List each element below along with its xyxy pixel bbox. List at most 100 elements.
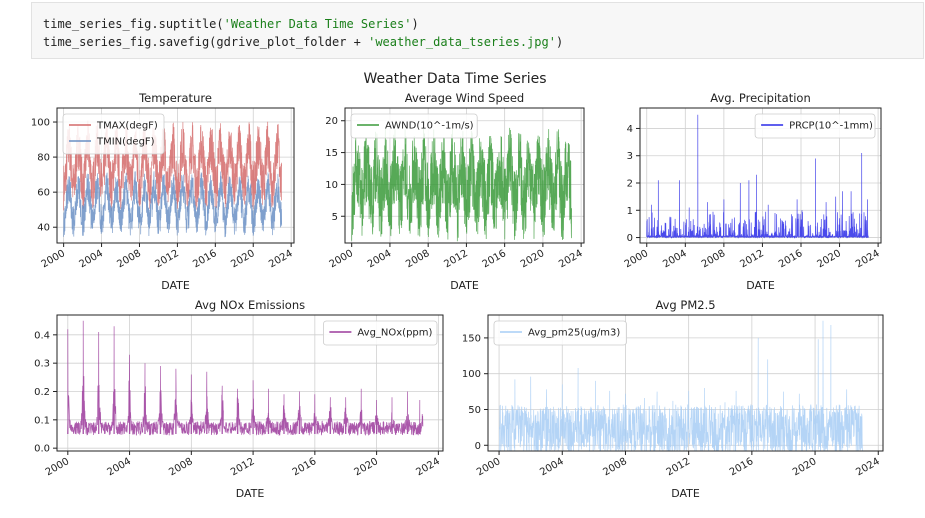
x-tick-label: 2008 — [404, 248, 432, 270]
y-tick-label: 20 — [325, 116, 338, 127]
y-tick-label: 100 — [31, 118, 50, 129]
x-tick-label: 2008 — [167, 456, 195, 478]
y-tick-label: 100 — [462, 369, 481, 380]
legend-label: TMIN(degF) — [96, 137, 155, 148]
y-tick-label: 4 — [627, 124, 633, 135]
chart-3: 2000 2004 2008 2012 2016 2020 2024 0.0 0.1 0.2 0.3… — [34, 298, 444, 500]
x-tick-label: 2004 — [106, 456, 134, 478]
legend-label: Avg_NOx(ppm) — [357, 328, 432, 339]
x-tick-label: 2000 — [328, 248, 356, 270]
y-tick-label: 0.3 — [34, 359, 50, 370]
x-tick-label: 2016 — [481, 248, 509, 270]
x-tick-label: 2020 — [791, 456, 819, 478]
code-cell[interactable]: time_series_fig.suptitle('Weather Data T… — [31, 2, 924, 59]
chart-title: Temperature — [138, 91, 212, 105]
x-axis-label: DATE — [746, 279, 775, 292]
y-tick-label: 15 — [325, 148, 338, 159]
x-axis-label: DATE — [161, 279, 190, 292]
y-tick-label: 5 — [332, 212, 338, 223]
y-tick-label: 0.1 — [34, 415, 50, 426]
x-tick-label: 2012 — [229, 456, 257, 478]
x-axis-label: DATE — [450, 279, 479, 292]
x-tick-label: 2008 — [601, 456, 629, 478]
x-axis-label: DATE — [236, 487, 265, 500]
x-tick-label: 2012 — [665, 456, 693, 478]
y-tick-label: 80 — [37, 153, 50, 164]
x-tick-label: 2020 — [816, 248, 844, 270]
x-tick-label: 2004 — [661, 248, 689, 270]
y-tick-label: 2 — [627, 179, 633, 190]
x-tick-label: 2016 — [191, 248, 219, 270]
plot-frame — [56, 107, 295, 244]
x-tick-label: 2004 — [366, 248, 394, 270]
code-line-2-post: ) — [555, 35, 564, 49]
legend-label: AWND(10^-1m/s) — [385, 121, 474, 132]
plot-frame — [639, 107, 882, 244]
x-tick-label: 2012 — [153, 248, 181, 270]
series-line-0 — [498, 320, 863, 452]
x-tick-label: 2024 — [557, 248, 585, 270]
x-tick-label: 2016 — [777, 248, 805, 270]
chart-title: Avg NOx Emissions — [195, 298, 305, 312]
series-line-1 — [63, 171, 283, 238]
y-tick-label: 150 — [462, 333, 481, 344]
y-tick-label: 3 — [627, 151, 633, 162]
x-tick-label: 2024 — [854, 456, 882, 478]
legend-label: PRCP(10^-1mm) — [789, 121, 873, 132]
x-tick-label: 2004 — [538, 456, 566, 478]
legend-label: TMAX(degF) — [96, 121, 158, 132]
legend-box — [62, 113, 165, 155]
x-tick-label: 2012 — [738, 248, 766, 270]
x-tick-label: 2020 — [229, 248, 257, 270]
chart-1: 2000 2004 2008 2012 2016 2020 2024 5 10 15 20 Avera… — [325, 91, 584, 292]
code-line-2-string: 'weather_data_tseries.jpg' — [368, 35, 556, 49]
y-tick-label: 10 — [325, 180, 338, 191]
y-tick-label: 0 — [627, 233, 633, 244]
x-tick-label: 2024 — [854, 248, 882, 270]
x-axis-label: DATE — [671, 487, 700, 500]
plot-frame — [487, 314, 884, 452]
figure-suptitle: Weather Data Time Series — [363, 71, 546, 87]
y-tick-label: 1 — [627, 206, 633, 217]
x-tick-label: 2000 — [44, 456, 72, 478]
x-tick-label: 2000 — [475, 456, 503, 478]
series-line-0 — [646, 114, 869, 239]
chart-0: 2000 2004 2008 2012 2016 2020 2024 40 60 80 100 Tem… — [31, 91, 295, 292]
x-tick-label: 2020 — [519, 248, 547, 270]
chart-4: 2000 2004 2008 2012 2016 2020 2024 0 50 100 150 Avg… — [462, 298, 884, 500]
legend-box — [754, 113, 876, 139]
x-tick-label: 2016 — [728, 456, 756, 478]
series-line-0 — [351, 127, 572, 242]
chart-title: Average Wind Speed — [405, 91, 525, 105]
x-tick-label: 2024 — [267, 248, 295, 270]
legend-box — [350, 113, 478, 139]
code-line-2-pre: time_series_fig.savefig(gdrive_plot_fold… — [43, 35, 369, 49]
x-tick-label: 2008 — [700, 248, 728, 270]
y-tick-label: 50 — [468, 405, 481, 416]
plot-frame — [56, 314, 444, 452]
x-tick-label: 2024 — [414, 456, 442, 478]
plot-frame — [344, 107, 585, 244]
chart-title: Avg PM2.5 — [655, 298, 715, 312]
y-tick-label: 0.0 — [34, 444, 50, 455]
code-line-1-post: ) — [411, 17, 419, 31]
x-tick-label: 2012 — [442, 248, 470, 270]
x-tick-label: 2004 — [78, 248, 106, 270]
code-line-1-pre: time_series_fig.suptitle( — [43, 17, 224, 31]
series-line-0 — [67, 320, 424, 436]
y-tick-label: 0.4 — [34, 330, 50, 341]
y-tick-label: 0 — [475, 441, 481, 452]
series-line-0 — [63, 120, 283, 211]
chart-2: 2000 2004 2008 2012 2016 2020 2024 0 1 2 3 4 Avg. Pr… — [623, 91, 882, 292]
chart-title: Avg. Precipitation — [710, 91, 811, 105]
x-tick-label: 2000 — [623, 248, 651, 270]
code-text: time_series_fig.suptitle('Weather Data T… — [43, 15, 563, 51]
y-tick-label: 40 — [37, 223, 50, 234]
y-tick-label: 0.2 — [34, 387, 50, 398]
legend-label: Avg_pm25(ug/m3) — [528, 328, 620, 339]
legend-box — [493, 320, 627, 346]
x-tick-label: 2020 — [353, 456, 381, 478]
x-tick-label: 2016 — [291, 456, 319, 478]
x-tick-label: 2008 — [115, 248, 143, 270]
